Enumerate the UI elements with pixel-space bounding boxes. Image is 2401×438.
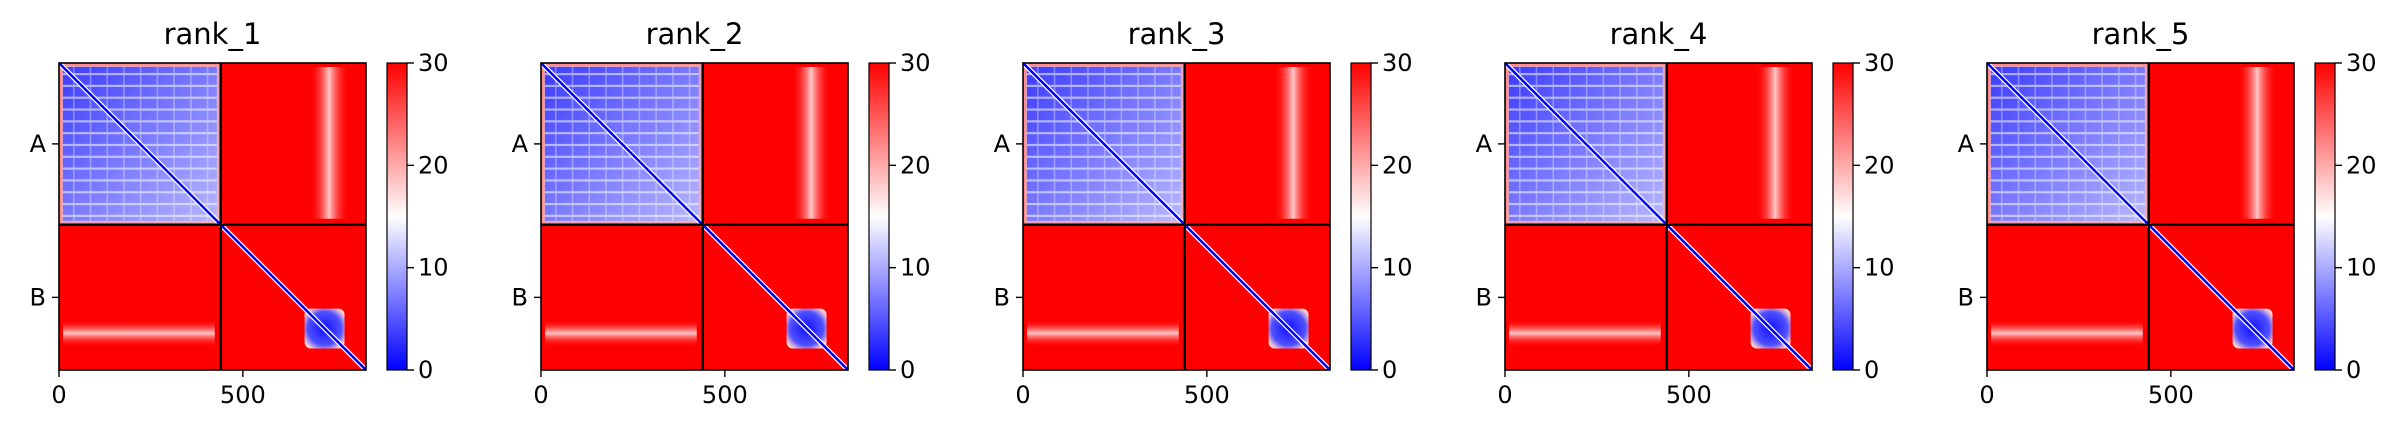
colorbar-tick-label: 30 (418, 49, 449, 77)
heatmap-panel-1: rank_1 A B 0 500 0 10 20 30 (30, 17, 449, 409)
x-tick-label: 500 (1184, 381, 1230, 409)
colorbar (2315, 63, 2335, 370)
heatmap-frame (1022, 62, 1331, 371)
heatmap-panel-3: rank_3 A B 0 500 0 10 20 30 (994, 17, 1413, 409)
heatmap-panel-5: rank_5 A B 0 500 0 10 20 30 (1958, 17, 2377, 409)
heatmap-frame (540, 62, 849, 371)
chain-a-bands (1509, 67, 1663, 221)
chain-a-edge (1505, 63, 1667, 225)
x-tick-label: 500 (702, 381, 748, 409)
colorbar-tick-label: 0 (1864, 356, 1879, 384)
panel-title: rank_4 (1610, 17, 1708, 51)
y-tick-label: A (994, 130, 1011, 158)
colorbar-tick-label: 30 (1382, 49, 1413, 77)
colorbar-tick-label: 20 (1864, 151, 1895, 179)
colorbar (869, 63, 889, 370)
x-tick-label: 0 (1015, 381, 1030, 409)
colorbar (1351, 63, 1371, 370)
x-tick-label: 0 (1979, 381, 1994, 409)
ab-stripe (309, 67, 350, 219)
colorbar-frame (1350, 62, 1372, 371)
colorbar (387, 63, 407, 370)
y-tick-label: A (1958, 130, 1975, 158)
colorbar-tick-label: 0 (900, 356, 915, 384)
colorbar (1833, 63, 1853, 370)
colorbar-frame (386, 62, 408, 371)
colorbar-tick-label: 20 (2346, 151, 2377, 179)
ba-stripe (1027, 319, 1179, 348)
heatmap-panel-2: rank_2 A B 0 500 0 10 20 30 (512, 17, 931, 409)
x-tick-label: 0 (533, 381, 548, 409)
y-tick-label: A (1476, 130, 1493, 158)
y-tick-label: B (1958, 283, 1974, 311)
colorbar-tick-label: 20 (1382, 151, 1413, 179)
colorbar-tick-label: 30 (2346, 49, 2377, 77)
ba-stripe (63, 319, 215, 348)
y-tick-label: B (994, 283, 1010, 311)
x-tick-label: 500 (1666, 381, 1712, 409)
diagonal-line (1504, 62, 1813, 371)
colorbar-frame (2314, 62, 2336, 371)
diagonal-line (1022, 62, 1331, 371)
colorbar-tick-label: 10 (418, 254, 449, 282)
chain-a-edge (1023, 63, 1185, 225)
diagonal-line (540, 62, 849, 371)
x-tick-label: 500 (220, 381, 266, 409)
x-tick-label: 0 (1497, 381, 1512, 409)
colorbar-frame (1832, 62, 1854, 371)
colorbar-tick-label: 10 (1382, 254, 1413, 282)
ba-stripe (1991, 319, 2143, 348)
chain-a-bands (63, 67, 217, 221)
chain-a-edge (59, 63, 221, 225)
panel-title: rank_2 (646, 17, 744, 51)
diagonal-line (1986, 62, 2295, 371)
colorbar-tick-label: 10 (900, 254, 931, 282)
y-tick-label: B (512, 283, 528, 311)
x-tick-label: 500 (2148, 381, 2194, 409)
chain-a-bands (1991, 67, 2145, 221)
heatmap-frame (58, 62, 367, 371)
panel-title: rank_5 (2092, 17, 2190, 51)
y-tick-label: B (30, 283, 46, 311)
colorbar-tick-label: 10 (1864, 254, 1895, 282)
colorbar-tick-label: 0 (418, 356, 433, 384)
colorbar-frame (868, 62, 890, 371)
colorbar-tick-label: 10 (2346, 254, 2377, 282)
ab-stripe (2237, 67, 2278, 219)
y-tick-label: B (1476, 283, 1492, 311)
colorbar-tick-label: 30 (900, 49, 931, 77)
chain-a-edge (541, 63, 703, 225)
colorbar-tick-label: 0 (1382, 356, 1397, 384)
ba-stripe (1509, 319, 1661, 348)
x-tick-label: 0 (51, 381, 66, 409)
chain-a-edge (1987, 63, 2149, 225)
panel-title: rank_3 (1128, 17, 1226, 51)
colorbar-tick-label: 20 (900, 151, 931, 179)
colorbar-tick-label: 30 (1864, 49, 1895, 77)
ba-stripe (545, 319, 697, 348)
ab-stripe (1755, 67, 1796, 219)
panel-title: rank_1 (164, 17, 262, 51)
ab-stripe (1273, 67, 1314, 219)
y-tick-label: A (30, 130, 47, 158)
heatmap-panel-4: rank_4 A B 0 500 0 10 20 30 (1476, 17, 1895, 409)
colorbar-tick-label: 0 (2346, 356, 2361, 384)
heatmap-frame (1986, 62, 2295, 371)
heatmap-frame (1504, 62, 1813, 371)
diagonal-line (58, 62, 367, 371)
y-tick-label: A (512, 130, 529, 158)
colorbar-tick-label: 20 (418, 151, 449, 179)
ab-stripe (791, 67, 832, 219)
